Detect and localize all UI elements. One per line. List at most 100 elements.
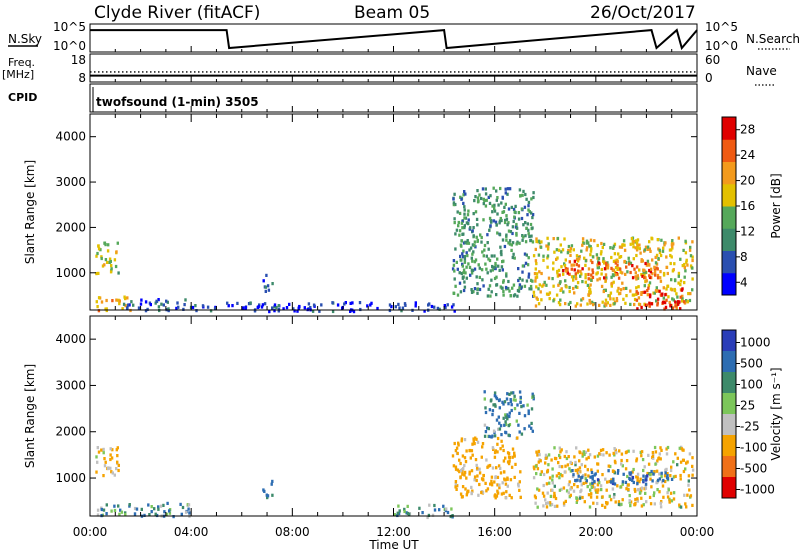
scatter-cell: [116, 454, 119, 458]
scatter-cell: [102, 474, 105, 478]
scatter-cell: [457, 224, 460, 228]
scatter-cell: [547, 463, 550, 467]
scatter-cell: [615, 299, 619, 303]
scatter-cell: [495, 293, 498, 297]
scatter-cell: [576, 269, 580, 273]
scatter-cell: [631, 276, 635, 280]
scatter-cell: [677, 236, 680, 240]
scatter-cell: [636, 274, 639, 278]
scatter-cell: [596, 501, 599, 506]
scatter-cell: [184, 510, 188, 514]
colorbar-tick-label: -25: [740, 420, 760, 434]
scatter-cell: [495, 466, 498, 470]
scatter-cell: [631, 478, 634, 482]
scatter-cell: [148, 513, 151, 517]
scatter-cell: [678, 503, 681, 507]
scatter-cell: [453, 217, 456, 221]
scatter-cell: [474, 210, 478, 214]
scatter-cell: [574, 277, 578, 281]
scatter-cell: [578, 466, 582, 470]
scatter-cell: [466, 254, 469, 258]
scatter-cell: [534, 464, 538, 468]
scatter-cell: [226, 301, 229, 305]
velocity-colorbar-frame: [721, 329, 737, 499]
colorbar-swatch: [722, 183, 736, 207]
scatter-cell: [659, 505, 663, 509]
scatter-cell: [684, 269, 687, 273]
scatter-cell: [614, 261, 617, 265]
scatter-cell: [517, 211, 521, 215]
scatter-cell: [634, 246, 637, 250]
scatter-cell: [604, 278, 607, 282]
scatter-cell: [498, 486, 501, 490]
scatter-cell: [608, 479, 611, 484]
scatter-cell: [270, 482, 273, 486]
scatter-cell: [640, 273, 643, 277]
scatter-cell: [640, 496, 643, 500]
scatter-cell: [564, 464, 567, 468]
scatter-cell: [414, 301, 417, 305]
scatter-cell: [451, 454, 455, 458]
scatter-cell: [522, 223, 525, 227]
scatter-cell: [523, 414, 527, 418]
scatter-cell: [551, 478, 554, 482]
scatter-cell: [576, 471, 579, 475]
scatter-cell: [654, 255, 657, 259]
scatter-cell: [105, 512, 108, 516]
scatter-cell: [613, 302, 616, 306]
scatter-cell: [602, 289, 605, 294]
scatter-cell: [632, 257, 635, 261]
scatter-cell: [482, 218, 485, 222]
scatter-cell: [600, 241, 603, 246]
scatter-cell: [589, 249, 593, 253]
scatter-cell: [670, 499, 674, 503]
scatter-cell: [597, 488, 600, 492]
scatter-cell: [648, 301, 651, 305]
scatter-cell: [493, 206, 496, 211]
scatter-cell: [463, 285, 467, 289]
scatter-cell: [481, 187, 485, 191]
scatter-cell: [679, 257, 682, 261]
scatter-cell: [264, 285, 267, 289]
scatter-cell: [512, 398, 516, 402]
scatter-cell: [558, 281, 561, 286]
scatter-cell: [97, 450, 101, 454]
scatter-cell: [535, 272, 539, 276]
scatter-cell: [523, 427, 526, 431]
scatter-cell: [629, 504, 632, 508]
scatter-cell: [496, 442, 499, 446]
scatter-cell: [106, 260, 109, 264]
scatter-cell: [456, 468, 460, 472]
scatter-cell: [536, 487, 539, 491]
scatter-cell: [672, 242, 675, 246]
scatter-cell: [674, 452, 677, 456]
scatter-cell: [642, 474, 645, 478]
scatter-cell: [526, 403, 529, 407]
scatter-cell: [498, 268, 501, 272]
scatter-cell: [460, 197, 463, 201]
scatter-cell: [659, 293, 663, 297]
scatter-cell: [594, 472, 597, 476]
scatter-cell: [661, 300, 665, 304]
scatter-cell: [691, 456, 694, 460]
scatter-cell: [498, 219, 502, 223]
scatter-cell: [168, 511, 172, 515]
scatter-cell: [418, 506, 421, 510]
scatter-cell: [452, 201, 456, 205]
scatter-cell: [629, 302, 632, 306]
scatter-cell: [508, 392, 511, 396]
scatter-cell: [591, 260, 594, 265]
scatter-cell: [493, 391, 497, 395]
scatter-cell: [585, 239, 589, 243]
scatter-cell: [476, 238, 479, 242]
scatter-cell: [638, 243, 641, 247]
scatter-cell: [513, 454, 516, 458]
scatter-cell: [176, 301, 179, 305]
scatter-cell: [571, 469, 574, 473]
scatter-cell: [513, 407, 517, 411]
scatter-cell: [570, 244, 574, 248]
scatter-cell: [97, 296, 101, 300]
scatter-cell: [433, 508, 437, 512]
scatter-cell: [482, 202, 485, 206]
